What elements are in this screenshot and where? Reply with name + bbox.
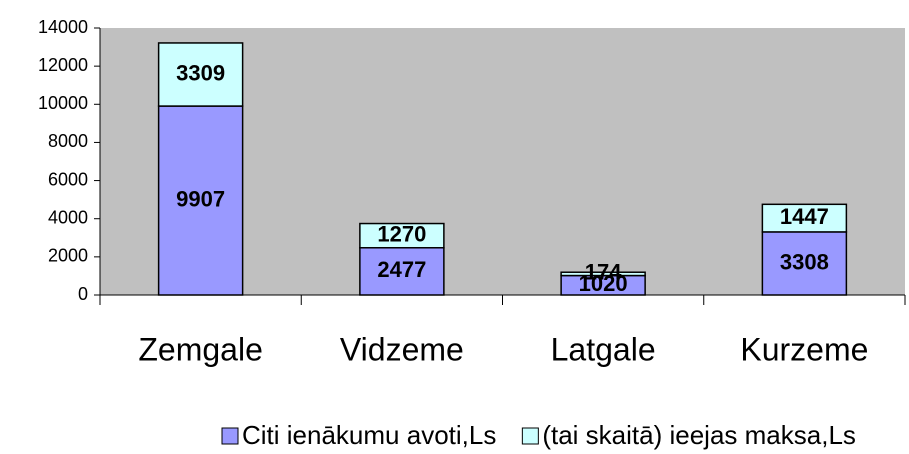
legend-label: (tai skaitā) ieejas maksa,Ls bbox=[542, 420, 856, 450]
value-label: 3309 bbox=[176, 60, 225, 85]
y-tick-label: 8000 bbox=[48, 131, 88, 151]
legend-swatch bbox=[521, 427, 539, 445]
y-tick-label: 4000 bbox=[48, 207, 88, 227]
x-tick-label: Latgale bbox=[551, 331, 656, 367]
y-tick-label: 10000 bbox=[38, 93, 88, 113]
x-tick-label: Kurzeme bbox=[740, 331, 868, 367]
bar-segment bbox=[761, 203, 848, 233]
value-label: 3308 bbox=[780, 249, 829, 274]
bar-segment bbox=[359, 222, 445, 249]
value-label: 9907 bbox=[176, 186, 225, 211]
legend-swatch bbox=[221, 427, 239, 445]
y-tick-label: 0 bbox=[78, 284, 88, 304]
x-tick-label: Zemgale bbox=[138, 331, 263, 367]
y-tick-label: 12000 bbox=[38, 55, 88, 75]
value-label: 1447 bbox=[780, 204, 829, 229]
value-label: 174 bbox=[585, 260, 622, 285]
y-tick-label: 14000 bbox=[38, 17, 88, 37]
value-label: 2477 bbox=[377, 257, 426, 282]
y-tick-label: 2000 bbox=[48, 246, 88, 266]
x-tick-label: Vidzeme bbox=[340, 331, 464, 367]
legend-label: Citi ienākumu avoti,Ls bbox=[242, 420, 496, 450]
bar-segment bbox=[157, 42, 244, 107]
bar-segment bbox=[560, 271, 646, 277]
value-label: 1270 bbox=[377, 221, 426, 246]
y-tick-label: 6000 bbox=[48, 169, 88, 189]
